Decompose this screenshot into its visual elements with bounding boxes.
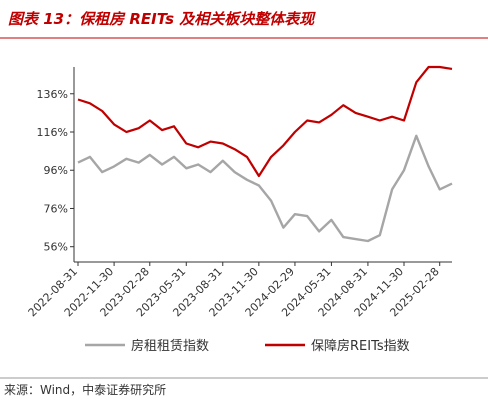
source: 来源：Wind，中泰证券研究所 — [4, 382, 166, 397]
y-tick-label: 116% — [37, 126, 68, 139]
legend-label: 保障房REITs指数 — [311, 338, 410, 354]
y-tick-label: 76% — [44, 202, 68, 215]
y-tick-label: 96% — [44, 164, 68, 177]
y-tick-label: 136% — [37, 88, 68, 101]
chart-title: 图表 13：保租房 REITs 及相关板块整体表现 — [8, 10, 316, 28]
series-line — [77, 65, 453, 178]
y-tick-label: 56% — [44, 241, 68, 254]
series-line — [77, 134, 453, 243]
legend-label: 房租租赁指数 — [131, 338, 209, 354]
